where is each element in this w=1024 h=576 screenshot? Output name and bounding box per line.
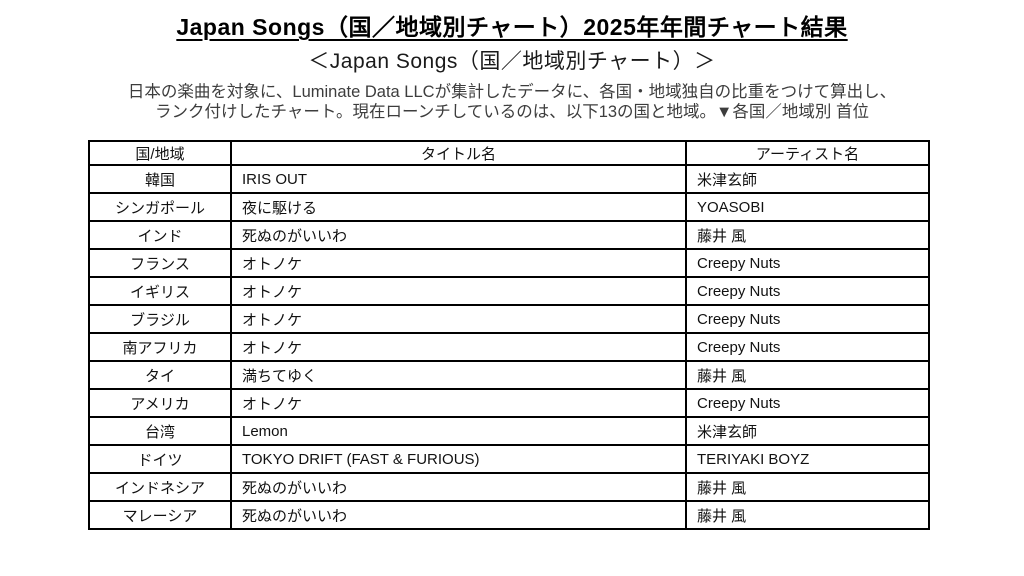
title-cell: オトノケ — [230, 304, 687, 334]
chart-results-table: 国/地域 タイトル名 アーティスト名 韓国 IRIS OUT 米津玄師 シンガポ… — [88, 140, 930, 530]
page-subtitle: ＜Japan Songs（国／地域別チャート）＞ — [308, 50, 716, 73]
country-cell: ブラジル — [88, 304, 232, 334]
table-row: 南アフリカ オトノケ Creepy Nuts — [88, 332, 930, 362]
country-cell: アメリカ — [88, 388, 232, 418]
description-paragraph: 日本の楽曲を対象に、Luminate Data LLCが集計したデータに、各国・… — [0, 82, 1024, 122]
title-cell: オトノケ — [230, 388, 687, 418]
title-cell: 死ぬのがいいわ — [230, 500, 687, 530]
country-cell: イギリス — [88, 276, 232, 306]
header-title: タイトル名 — [230, 140, 687, 166]
title-cell: オトノケ — [230, 276, 687, 306]
table-row: 韓国 IRIS OUT 米津玄師 — [88, 164, 930, 194]
country-cell: フランス — [88, 248, 232, 278]
country-cell: インド — [88, 220, 232, 250]
artist-cell: 米津玄師 — [685, 164, 930, 194]
table-row: ブラジル オトノケ Creepy Nuts — [88, 304, 930, 334]
artist-cell: 藤井 風 — [685, 220, 930, 250]
title-cell: TOKYO DRIFT (FAST & FURIOUS) — [230, 444, 687, 474]
title-cell: オトノケ — [230, 332, 687, 362]
table-row: ドイツ TOKYO DRIFT (FAST & FURIOUS) TERIYAK… — [88, 444, 930, 474]
country-cell: ドイツ — [88, 444, 232, 474]
table-header-row: 国/地域 タイトル名 アーティスト名 — [88, 140, 930, 166]
artist-cell: 藤井 風 — [685, 500, 930, 530]
country-cell: インドネシア — [88, 472, 232, 502]
description-line-1: 日本の楽曲を対象に、Luminate Data LLCが集計したデータに、各国・… — [127, 83, 897, 101]
table-row: マレーシア 死ぬのがいいわ 藤井 風 — [88, 500, 930, 530]
title-cell: IRIS OUT — [230, 164, 687, 194]
title-cell: Lemon — [230, 416, 687, 446]
page-title: Japan Songs（国／地域別チャート）2025年年間チャート結果 — [176, 14, 848, 40]
table-row: タイ 満ちてゆく 藤井 風 — [88, 360, 930, 390]
table-row: インドネシア 死ぬのがいいわ 藤井 風 — [88, 472, 930, 502]
country-cell: 南アフリカ — [88, 332, 232, 362]
country-cell: タイ — [88, 360, 232, 390]
table-row: インド 死ぬのがいいわ 藤井 風 — [88, 220, 930, 250]
table-row: 台湾 Lemon 米津玄師 — [88, 416, 930, 446]
artist-cell: Creepy Nuts — [685, 248, 930, 278]
artist-cell: Creepy Nuts — [685, 332, 930, 362]
country-cell: シンガポール — [88, 192, 232, 222]
artist-cell: YOASOBI — [685, 192, 930, 222]
description-line-2: ランク付けしたチャート。現在ローンチしているのは、以下13の国と地域。▼各国／地… — [155, 103, 869, 121]
title-cell: 死ぬのがいいわ — [230, 472, 687, 502]
title-cell: 死ぬのがいいわ — [230, 220, 687, 250]
table-row: シンガポール 夜に駆ける YOASOBI — [88, 192, 930, 222]
title-cell: 夜に駆ける — [230, 192, 687, 222]
table-row: イギリス オトノケ Creepy Nuts — [88, 276, 930, 306]
artist-cell: 米津玄師 — [685, 416, 930, 446]
artist-cell: Creepy Nuts — [685, 304, 930, 334]
header-artist: アーティスト名 — [685, 140, 930, 166]
table-row: アメリカ オトノケ Creepy Nuts — [88, 388, 930, 418]
artist-cell: Creepy Nuts — [685, 388, 930, 418]
artist-cell: TERIYAKI BOYZ — [685, 444, 930, 474]
header-country: 国/地域 — [88, 140, 232, 166]
country-cell: 韓国 — [88, 164, 232, 194]
country-cell: 台湾 — [88, 416, 232, 446]
title-cell: オトノケ — [230, 248, 687, 278]
title-cell: 満ちてゆく — [230, 360, 687, 390]
artist-cell: 藤井 風 — [685, 360, 930, 390]
country-cell: マレーシア — [88, 500, 232, 530]
table-row: フランス オトノケ Creepy Nuts — [88, 248, 930, 278]
artist-cell: 藤井 風 — [685, 472, 930, 502]
artist-cell: Creepy Nuts — [685, 276, 930, 306]
